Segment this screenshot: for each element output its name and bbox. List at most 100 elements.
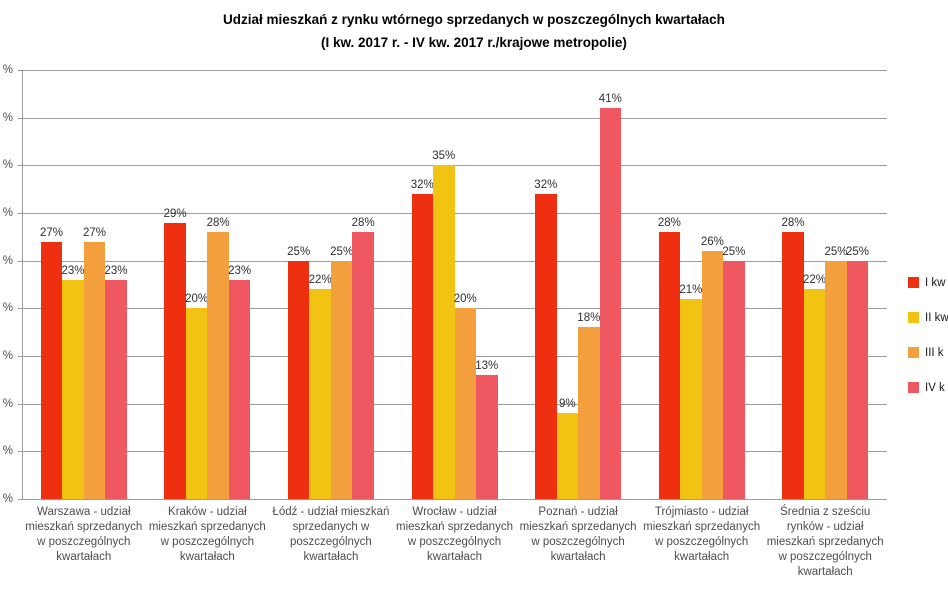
gridline xyxy=(22,117,887,119)
bar-iv-k xyxy=(352,232,374,499)
x-axis-category-label: Trójmiasto - udział mieszkań sprzedanych… xyxy=(643,506,761,563)
y-axis-tick-label: % xyxy=(2,493,13,505)
bar-value-label: 23% xyxy=(228,264,252,277)
bar-iv-k xyxy=(228,279,251,499)
chart-title-line1: Udział mieszkań z rynku wtórnego sprzeda… xyxy=(223,12,725,27)
bar-value-label: 28% xyxy=(781,217,805,230)
bar-value-label: 29% xyxy=(163,207,187,220)
gridline xyxy=(22,260,887,262)
bar-value-label: 28% xyxy=(206,217,230,230)
x-axis-category-label: Średnia z sześciu rynków - udział mieszk… xyxy=(766,506,884,578)
bar-ii-kw xyxy=(556,413,579,499)
legend-label: III k xyxy=(925,346,944,359)
bar-value-label: 32% xyxy=(410,178,434,191)
gridline xyxy=(22,165,887,167)
bar-value-label: 22% xyxy=(802,274,826,287)
y-axis-tick xyxy=(18,308,22,310)
y-axis-tick xyxy=(18,403,22,405)
bar-iii-k xyxy=(825,260,847,499)
bar-i-kw xyxy=(164,222,186,499)
y-axis-tick xyxy=(18,260,22,262)
y-axis-tick xyxy=(18,499,22,500)
bar-value-label: 25% xyxy=(330,245,354,258)
bar-iii-k xyxy=(701,251,724,499)
bar-iv-k xyxy=(599,108,622,499)
legend-item: II kw xyxy=(908,300,948,335)
bar-ii-kw xyxy=(803,289,826,499)
bar-iv-k xyxy=(476,375,498,499)
y-axis-tick-label: % xyxy=(2,159,13,172)
bar-value-label: 23% xyxy=(104,264,128,277)
legend-swatch-iii-k xyxy=(908,347,919,358)
gridline xyxy=(22,213,887,214)
legend-label: I kw xyxy=(925,276,946,289)
x-axis-category-label: Łódź - udział mieszkań sprzedanych w pos… xyxy=(272,506,390,563)
bar-value-label: 26% xyxy=(700,236,724,249)
bar-value-label: 28% xyxy=(657,217,681,230)
gridline xyxy=(22,499,887,500)
bar-i-kw xyxy=(535,193,557,499)
y-axis-tick-label: % xyxy=(2,445,13,458)
bar-i-kw xyxy=(658,232,681,499)
legend-item: I kw xyxy=(908,265,948,300)
bar-value-label: 18% xyxy=(577,312,601,325)
bar-iii-k xyxy=(454,308,476,499)
bar-value-label: 27% xyxy=(83,226,107,239)
bar-iii-k xyxy=(83,241,106,499)
legend-label: IV k xyxy=(925,381,945,394)
y-axis-tick-label: % xyxy=(2,254,13,267)
bar-value-label: 41% xyxy=(598,93,622,106)
bar-value-label: 35% xyxy=(432,150,456,163)
bar-value-label: 25% xyxy=(845,245,869,258)
y-axis-tick xyxy=(18,117,22,119)
y-axis-tick xyxy=(18,165,22,167)
legend-item: III k xyxy=(908,335,948,370)
bar-iv-k xyxy=(723,260,745,499)
bar-iv-k xyxy=(105,279,127,499)
legend-label: II kw xyxy=(925,311,948,324)
bar-value-label: 21% xyxy=(679,283,703,296)
bar-value-label: 20% xyxy=(453,293,477,306)
x-axis-category-label: Poznań - udział mieszkań sprzedanych w p… xyxy=(519,506,637,563)
legend-item: IV k xyxy=(908,370,948,405)
bar-value-label: 25% xyxy=(824,245,848,258)
legend-swatch-iv-k xyxy=(908,382,919,393)
y-axis-tick-label: % xyxy=(2,397,13,410)
y-axis-tick xyxy=(18,451,22,453)
bar-value-label: 25% xyxy=(287,245,311,258)
bar-i-kw xyxy=(411,193,433,499)
bar-iii-k xyxy=(207,232,229,499)
bar-value-label: 23% xyxy=(61,264,85,277)
y-axis-tick-label: % xyxy=(2,207,13,219)
bar-ii-kw xyxy=(62,279,84,499)
bar-value-label: 25% xyxy=(722,245,746,258)
y-axis-tick-label: % xyxy=(2,302,13,315)
bar-i-kw xyxy=(782,232,804,499)
y-axis-tick-label: % xyxy=(2,111,13,124)
y-axis-tick xyxy=(18,356,22,357)
bar-i-kw xyxy=(40,241,63,499)
bar-value-label: 22% xyxy=(308,274,332,287)
bar-ii-kw xyxy=(185,308,208,499)
bar-ii-kw xyxy=(309,289,331,499)
bar-iii-k xyxy=(578,327,600,499)
x-axis-category-label: Wrocław - udział mieszkań sprzedanych w … xyxy=(396,506,513,563)
bar-value-label: 20% xyxy=(185,293,209,306)
chart-title: Udział mieszkań z rynku wtórnego sprzeda… xyxy=(0,8,948,54)
chart-title-line2: (I kw. 2017 r. - IV kw. 2017 r./krajowe … xyxy=(321,35,627,50)
y-axis-tick xyxy=(18,70,22,71)
y-axis-line xyxy=(22,70,23,499)
y-axis-tick xyxy=(18,213,22,214)
bar-iv-k xyxy=(846,260,869,499)
bar-ii-kw xyxy=(433,165,455,499)
x-axis-category-label: Warszawa - udział mieszkań sprzedanych w… xyxy=(25,506,143,563)
bar-value-label: 32% xyxy=(534,178,558,191)
legend: I kw II kw III k IV k xyxy=(908,265,948,405)
x-axis-category-label: Kraków - udział mieszkań sprzedanych w p… xyxy=(148,506,266,563)
bar-value-label: 27% xyxy=(40,226,64,239)
bar-i-kw xyxy=(287,260,310,499)
gridline xyxy=(22,70,887,71)
bar-value-label: 28% xyxy=(351,217,375,230)
